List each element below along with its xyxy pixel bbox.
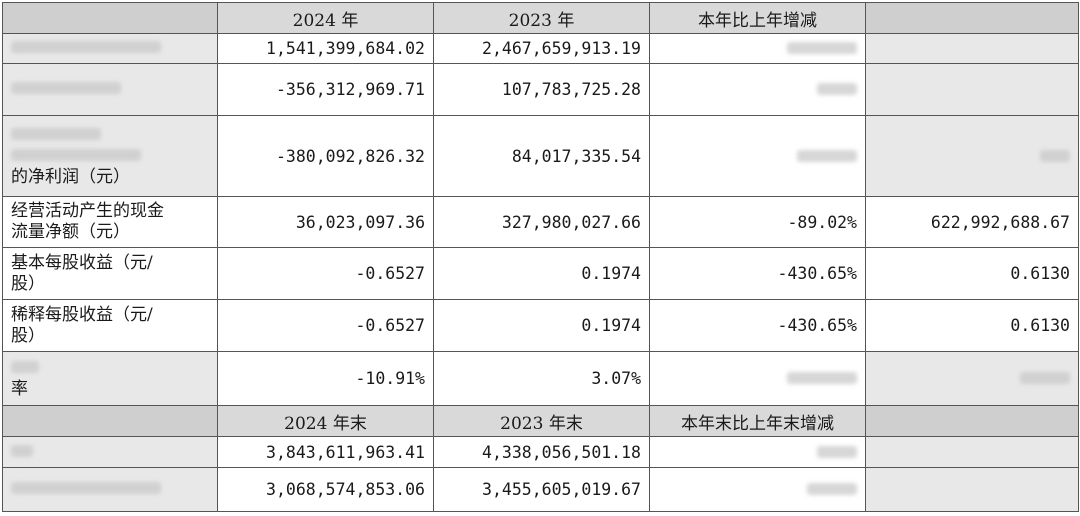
table-row: 1,541,399,684.02 2,467,659,913.19 (2, 33, 1079, 64)
row-label-line1-redacted (11, 125, 209, 146)
row-label-redacted (2, 33, 218, 64)
cell-change: -430.65% (649, 247, 866, 300)
row-label-redacted (2, 467, 218, 512)
cell-extra-redacted (865, 351, 1079, 406)
cell-extra-redacted (865, 467, 1079, 512)
cell-change-redacted (649, 115, 866, 197)
cell-2024-end: 3,843,611,963.41 (217, 436, 434, 468)
header-cell-label (2, 2, 218, 34)
row-label-line2: 股） (11, 325, 45, 346)
cell-change: -430.65% (649, 299, 866, 352)
cell-extra-redacted (865, 115, 1079, 197)
header-cell-change: 本年比上年增减 (649, 2, 866, 34)
header-cell-extra (865, 2, 1079, 34)
cell-2023: 2,467,659,913.19 (433, 33, 650, 64)
row-label-line1-redacted (11, 358, 209, 379)
row-label-redacted (2, 63, 218, 116)
cell-2023: 107,783,725.28 (433, 63, 650, 116)
row-label-line1: 基本每股收益（元/ (11, 252, 153, 273)
table-row: 3,068,574,853.06 3,455,605,019.67 (2, 467, 1079, 512)
row-label-line1: 经营活动产生的现金 (11, 201, 164, 221)
cell-2024: -380,092,826.32 (217, 115, 434, 197)
cell-2023: 84,017,335.54 (433, 115, 650, 197)
cell-extra-redacted (865, 63, 1079, 116)
cell-2024: -0.6527 (217, 247, 434, 300)
header-cell-extra (865, 405, 1079, 437)
header-cell-change-end: 本年末比上年末增减 (649, 405, 866, 437)
cell-change-redacted (649, 467, 866, 512)
cell-2024: 1,541,399,684.02 (217, 33, 434, 64)
cell-extra-redacted (865, 33, 1079, 64)
cell-change-redacted (649, 351, 866, 406)
cell-2023: 3.07% (433, 351, 650, 406)
row-label: 基本每股收益（元/ 股） (2, 247, 218, 300)
row-label-partial: 率 (2, 351, 218, 406)
row-label-line2: 流量净额（元） (11, 222, 130, 242)
header-cell-2024-end: 2024 年末 (217, 405, 434, 437)
cell-2024: -356,312,969.71 (217, 63, 434, 116)
table-row: 经营活动产生的现金 流量净额（元） 36,023,097.36 327,980,… (2, 196, 1079, 248)
cell-2023: 0.1974 (433, 247, 650, 300)
cell-2023-end: 3,455,605,019.67 (433, 467, 650, 512)
table-row: 3,843,611,963.41 4,338,056,501.18 (2, 436, 1079, 468)
cell-extra: 622,992,688.67 (865, 196, 1079, 248)
row-label-redacted (2, 436, 218, 468)
header-row-year-end: 2024 年末 2023 年末 本年末比上年末增减 (2, 405, 1079, 437)
row-label-line2: 率 (11, 378, 28, 399)
row-label-line2: 的净利润（元） (11, 166, 130, 187)
cell-change-redacted (649, 33, 866, 64)
row-label-partial: 的净利润（元） (2, 115, 218, 197)
cell-2023-end: 4,338,056,501.18 (433, 436, 650, 468)
cell-2023: 0.1974 (433, 299, 650, 352)
header-cell-2024: 2024 年 (217, 2, 434, 34)
cell-change-redacted (649, 63, 866, 116)
table-row: 稀释每股收益（元/ 股） -0.6527 0.1974 -430.65% 0.6… (2, 299, 1079, 352)
row-label: 稀释每股收益（元/ 股） (2, 299, 218, 352)
header-row-year: 2024 年 2023 年 本年比上年增减 (2, 2, 1079, 34)
row-label-line2: 股） (11, 273, 45, 294)
row-label-line1-redacted (11, 146, 209, 167)
table-row: 率 -10.91% 3.07% (2, 351, 1079, 406)
cell-2024: 36,023,097.36 (217, 196, 434, 248)
cell-extra-redacted (865, 436, 1079, 468)
cell-2024-end: 3,068,574,853.06 (217, 467, 434, 512)
cell-extra: 0.6130 (865, 247, 1079, 300)
row-label-line1: 稀释每股收益（元/ (11, 304, 153, 325)
cell-2023: 327,980,027.66 (433, 196, 650, 248)
cell-2024: -0.6527 (217, 299, 434, 352)
table-row: 基本每股收益（元/ 股） -0.6527 0.1974 -430.65% 0.6… (2, 247, 1079, 300)
header-cell-label (2, 405, 218, 437)
cell-change-redacted (649, 436, 866, 468)
row-label: 经营活动产生的现金 流量净额（元） (2, 196, 218, 248)
table-row: 的净利润（元） -380,092,826.32 84,017,335.54 (2, 115, 1079, 197)
cell-2024: -10.91% (217, 351, 434, 406)
header-cell-2023-end: 2023 年末 (433, 405, 650, 437)
table-row: -356,312,969.71 107,783,725.28 (2, 63, 1079, 116)
cell-extra: 0.6130 (865, 299, 1079, 352)
cell-change: -89.02% (649, 196, 866, 248)
header-cell-2023: 2023 年 (433, 2, 650, 34)
